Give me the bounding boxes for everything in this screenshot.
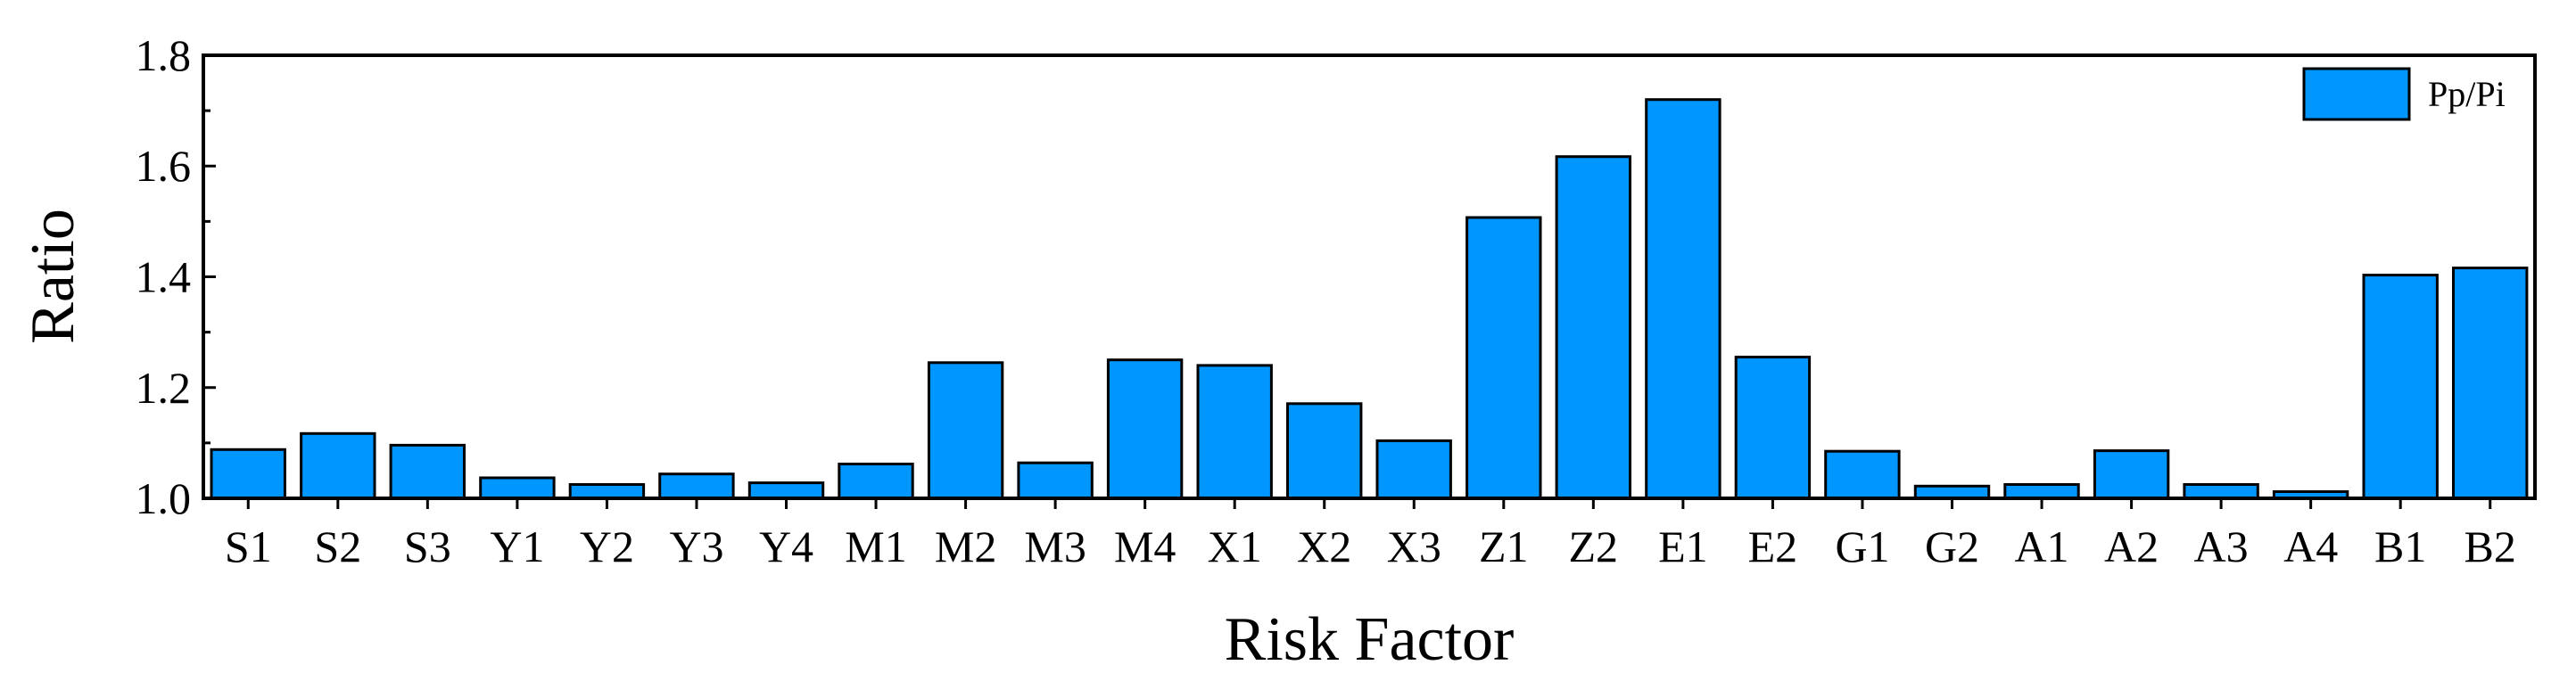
bar-S2 (300, 431, 376, 500)
y-tick-label-1.2: 1.2 (136, 363, 192, 413)
x-tick-label-A4: A4 (2283, 521, 2338, 571)
bar-X2 (1286, 402, 1363, 500)
legend-label: Pp/Pi (2428, 74, 2506, 114)
bar-X3 (1375, 439, 1452, 500)
x-tick-label-S2: S2 (314, 521, 361, 571)
bar-M4 (1106, 358, 1184, 500)
bar-A3 (2183, 483, 2259, 500)
bar-Z1 (1466, 216, 1542, 500)
y-tick-label-1.4: 1.4 (136, 252, 192, 302)
x-tick-label-M1: M1 (845, 521, 906, 571)
y-tick-label-1.8: 1.8 (136, 30, 192, 80)
bar-E2 (1734, 356, 1812, 500)
bar-S1 (210, 448, 286, 500)
bar-Y2 (568, 483, 646, 500)
x-tick-label-G2: G2 (1925, 521, 1979, 571)
x-tick-label-M3: M3 (1024, 521, 1086, 571)
y-tick-label-1.6: 1.6 (136, 141, 192, 191)
x-tick-label-X1: X1 (1208, 521, 1262, 571)
x-tick-label-Y3: Y3 (669, 521, 723, 571)
bar-G1 (1824, 449, 1901, 500)
bar-S3 (389, 443, 466, 500)
x-tick-label-Z2: Z2 (1569, 521, 1619, 571)
x-tick-label-B2: B2 (2465, 521, 2516, 571)
x-tick-label-A2: A2 (2104, 521, 2159, 571)
x-tick-label-A1: A1 (2014, 521, 2068, 571)
bar-M3 (1017, 461, 1094, 500)
x-tick-label-X3: X3 (1387, 521, 1441, 571)
legend-swatch (2302, 67, 2411, 121)
bar-A2 (2093, 449, 2170, 500)
bar-M2 (927, 361, 1004, 500)
bar-A1 (2003, 483, 2080, 500)
x-tick-label-E1: E1 (1658, 521, 1708, 571)
plot-frame (202, 53, 2537, 500)
x-tick-label-Y1: Y1 (490, 521, 544, 571)
y-axis-title: Ratio (19, 209, 87, 344)
bar-Y4 (747, 481, 825, 500)
y-axis: 1.0 1.2 1.4 1.6 1.8 (136, 30, 216, 523)
bar-B2 (2452, 267, 2529, 500)
x-tick-label-B1: B1 (2374, 521, 2426, 571)
bar-M1 (838, 463, 914, 500)
bar-B1 (2362, 274, 2439, 500)
x-tick-label-Y2: Y2 (580, 521, 634, 571)
y-tick-label-1.0: 1.0 (136, 473, 192, 523)
x-tick-label-M2: M2 (935, 521, 996, 571)
x-tick-label-S1: S1 (225, 521, 272, 571)
x-tick-label-G1: G1 (1835, 521, 1889, 571)
x-tick-label-X2: X2 (1297, 521, 1351, 571)
x-tick-label-E2: E2 (1748, 521, 1798, 571)
bars-group (210, 98, 2529, 500)
x-axis: S1 S2 S3 Y1 Y2 Y3 Y4 M1 M2 M3 M4 X1 X2 X3 Z1 Z2 E1 E2 G1 G2… (225, 498, 2516, 571)
x-tick-label-A3: A3 (2194, 521, 2249, 571)
x-tick-label-S3: S3 (404, 521, 451, 571)
bar-X1 (1196, 364, 1273, 500)
x-tick-label-M4: M4 (1114, 521, 1176, 571)
x-tick-label-Z1: Z1 (1479, 521, 1529, 571)
x-axis-title: Risk Factor (1225, 605, 1515, 674)
bar-Y1 (479, 476, 556, 500)
bar-G2 (1913, 484, 1991, 500)
x-tick-label-Y4: Y4 (759, 521, 813, 571)
bar-Y3 (658, 472, 735, 500)
legend: Pp/Pi (2302, 67, 2506, 121)
bar-E1 (1645, 98, 1721, 500)
bar-Z2 (1555, 155, 1631, 500)
